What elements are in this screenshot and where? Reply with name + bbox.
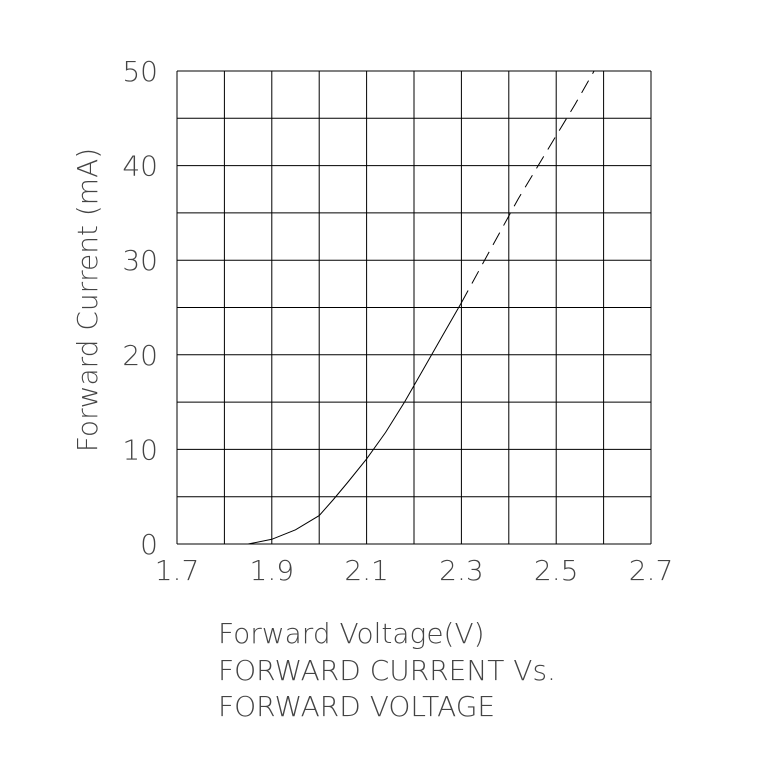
y-tick-label: 10 (122, 433, 158, 466)
chart-title-line-1: FORWARD CURRENT Vs. (218, 654, 556, 687)
x-tick-label: 2.1 (344, 554, 389, 587)
series-group (248, 70, 595, 545)
y-tick-labels: 0 10 20 30 40 50 (122, 55, 158, 561)
chart-title-line-2: FORWARD VOLTAGE (218, 690, 495, 723)
x-tick-label: 1.9 (250, 554, 295, 587)
grid (176, 70, 652, 545)
y-tick-label: 40 (122, 150, 158, 183)
y-axis-label: Forward Current (mA) (71, 148, 104, 452)
series-line-dashed (460, 70, 595, 304)
x-tick-label: 2.5 (534, 554, 579, 587)
y-tick-label: 50 (122, 55, 158, 88)
x-axis-label: Forward Voltage(V) (218, 617, 485, 650)
series-line-solid (248, 302, 462, 545)
x-tick-label: 2.7 (629, 554, 674, 587)
y-tick-label: 0 (140, 528, 158, 561)
y-tick-label: 20 (122, 339, 158, 372)
x-tick-label: 1.7 (155, 554, 200, 587)
y-tick-label: 30 (122, 244, 158, 277)
x-tick-labels: 1.7 1.9 2.1 2.3 2.5 2.7 (155, 554, 674, 587)
x-tick-label: 2.3 (439, 554, 484, 587)
